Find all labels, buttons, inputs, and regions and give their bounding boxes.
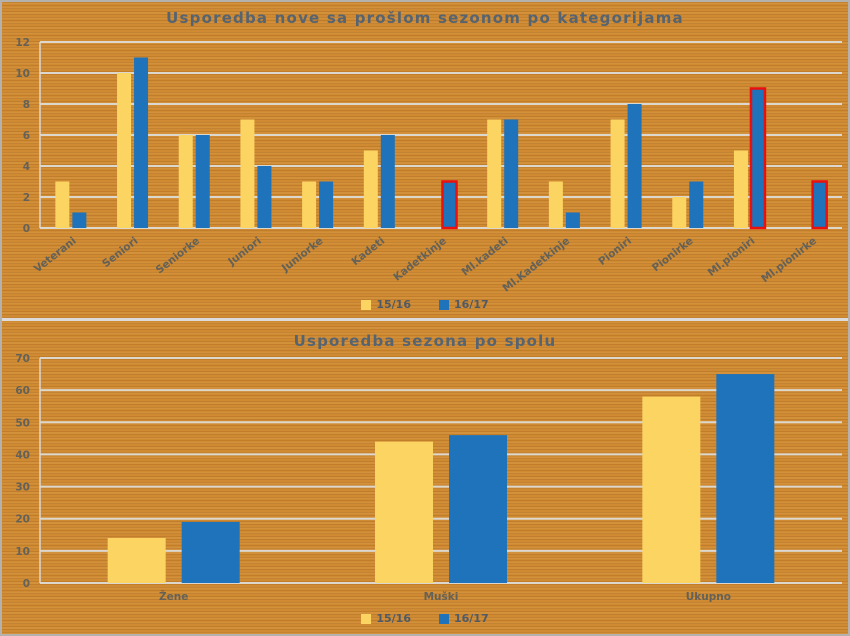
y-tick-label: 4 [23,161,30,173]
bar-15/16-Veterani [55,181,70,228]
bar-16/17-Ml.pionirke [811,180,828,230]
bar-16/17-Ml.Kadetkinje [565,212,580,228]
x-category-label: Ml.pionirke [759,235,819,285]
legend-swatch-16-17-icon [439,299,449,310]
legend-item-16-17: 16/17 [439,612,489,625]
x-category-label: Ml.pioniri [706,235,758,279]
legend-item-16-17: 16/17 [439,298,489,311]
bar-15/16-Seniorke [178,135,193,228]
x-category-label: Juniori [225,235,263,269]
bar-15/16-Juniori [240,119,255,228]
legend-label-16-17: 16/17 [454,612,489,625]
legend-swatch-15-16-icon [361,613,372,624]
bar-16/17-Žene [181,521,240,583]
bar-15/16-Ml.pioniri [733,150,748,228]
y-tick-label: 0 [23,578,30,590]
x-category-label: Kadeti [349,235,387,268]
bottom-chart-plot: 0 10 20 30 40 50 60 70 Žene Muški Ukupno [15,353,842,603]
bottom-chart-panel: 0 10 20 30 40 50 60 70 Žene Muški Ukupno Usporedba… [2,321,848,634]
legend-swatch-16-17-icon [439,613,449,624]
bar-16/17-Ukupno [716,374,775,583]
bar-15/16-Pionirke [672,197,687,228]
y-tick-label: 12 [15,37,30,49]
x-category-label: Žene [159,590,188,603]
bar-16/17-Kadeti [380,135,395,228]
bar-16/17-Pioniri [627,104,642,228]
bar-16/17-Veterani [72,212,87,228]
bar-15/16-Kadeti [363,150,378,228]
top-chart-legend: 15/16 16/17 [2,298,848,311]
x-category-label: Ml.Kadetkinje [500,235,572,295]
bar-15/16-Juniorke [302,181,317,228]
x-category-label: Seniori [100,235,140,270]
bar-16/17-Ml.kadeti [504,119,519,228]
bottom-chart-title: Usporedba sezona po spolu [293,332,557,350]
y-tick-label: 10 [15,546,30,558]
x-category-label: Seniorke [154,235,202,276]
y-tick-label: 30 [15,482,30,494]
y-tick-label: 6 [23,130,30,142]
bar-15/16-Ml.Kadetkinje [548,181,563,228]
bar-15/16-Pioniri [610,119,625,228]
bar-15/16-Ml.kadeti [487,119,502,228]
bar-15/16-Ukupno [642,396,701,583]
bar-16/17-Pionirke [689,181,704,228]
x-category-label: Kadetkinje [391,235,449,284]
y-tick-label: 70 [15,353,30,365]
x-category-label: Ml.kadeti [460,235,511,279]
y-tick-label: 40 [15,449,30,461]
x-category-label: Juniorke [279,235,326,275]
legend-label-16-17: 16/17 [454,298,489,311]
bar-16/17-Juniori [257,166,272,228]
bar-15/16-Seniori [117,73,132,228]
x-category-label: Veterani [32,235,79,275]
bar-15/16-Žene [107,538,166,583]
bar-16/17-Seniori [134,57,149,228]
top-chart-title: Usporedba nove sa prošlom sezonom po kat… [166,9,684,27]
legend-item-15-16: 15/16 [361,298,411,311]
legend-label-15-16: 15/16 [376,612,411,625]
bar-15/16-Muški [375,441,433,583]
bottom-chart-legend: 15/16 16/17 [2,612,848,625]
y-tick-label: 60 [15,385,30,397]
y-tick-label: 20 [15,514,30,526]
x-category-label: Ukupno [686,591,731,603]
x-category-label: Pionirke [650,235,696,274]
legend-label-15-16: 15/16 [376,298,411,311]
y-tick-label: 0 [23,223,30,235]
legend-swatch-15-16-icon [361,299,372,310]
y-tick-label: 8 [23,99,30,111]
bar-16/17-Muški [449,435,507,583]
y-tick-label: 50 [15,417,30,429]
top-chart-panel: 0 2 4 6 8 10 12 Veterani Seniori Seniorke Juniori J… [2,2,848,321]
x-category-label: Muški [424,591,459,603]
x-category-label: Pioniri [596,235,634,268]
legend-item-15-16: 15/16 [361,612,411,625]
bar-16/17-Ml.pioniri [749,87,767,230]
y-tick-label: 10 [15,68,30,80]
top-chart-plot: 0 2 4 6 8 10 12 Veterani Seniori Seniorke Juniori J… [15,37,842,295]
y-tick-label: 2 [23,192,30,204]
bar-16/17-Juniorke [319,181,334,228]
bar-16/17-Seniorke [195,135,210,228]
bar-16/17-Kadetkinje [441,180,458,230]
